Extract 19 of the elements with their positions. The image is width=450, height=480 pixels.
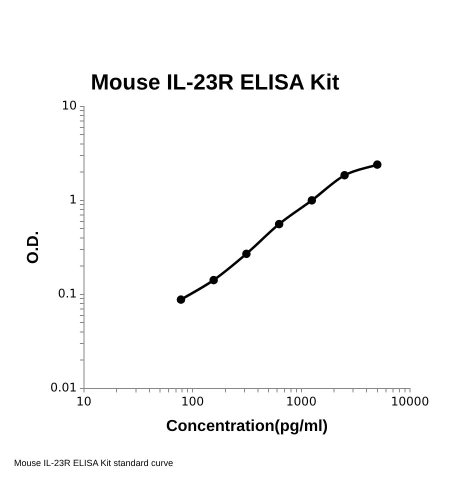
y-axis-title: O.D.	[25, 230, 42, 264]
x-tick-label: 1000	[286, 394, 317, 409]
y-tick-label: 0.1	[58, 286, 77, 301]
point	[274, 220, 284, 228]
chart-title: Mouse IL-23R ELISA Kit	[90, 69, 340, 94]
y-tick-label: 10	[62, 98, 77, 113]
x-axis-title: Concentration(pg/ml)	[166, 418, 328, 435]
point	[209, 276, 218, 284]
point	[373, 160, 382, 169]
text: Mouse IL-23R ELISA Kit standard curve	[14, 458, 174, 468]
x-tick-label: 100	[181, 394, 204, 409]
point	[242, 250, 251, 258]
point	[176, 295, 186, 304]
point	[340, 171, 349, 180]
point	[308, 196, 316, 205]
x-tick-label: 10	[76, 394, 92, 409]
y-tick-label: 0.01	[50, 380, 77, 395]
x-tick-label: 10000	[390, 394, 430, 409]
y-tick-label: 1	[69, 192, 77, 207]
